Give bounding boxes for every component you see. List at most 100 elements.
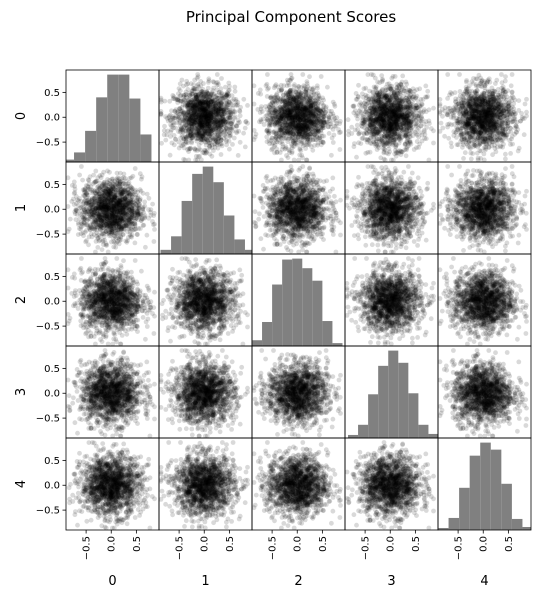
scatter-point — [211, 113, 217, 118]
scatter-point — [193, 126, 199, 132]
scatter-point — [308, 127, 314, 133]
scatter-point — [183, 103, 188, 109]
scatter-point — [387, 121, 392, 127]
scatter-point — [222, 128, 228, 134]
scatter-point — [195, 131, 201, 137]
scatter-point — [311, 114, 317, 120]
scatter-point — [187, 121, 193, 126]
scatter-point — [393, 142, 399, 147]
scatter-point — [302, 107, 308, 112]
scatter-point — [204, 94, 210, 100]
scatter-point — [368, 97, 374, 102]
scatter-point — [212, 100, 218, 106]
scatter-point — [301, 117, 306, 123]
scatter-point — [299, 126, 305, 132]
scatter-point — [380, 113, 385, 118]
scatter-point — [189, 92, 195, 97]
scatter-point — [184, 112, 190, 117]
scatter-point — [280, 144, 286, 150]
scatter-point — [287, 94, 293, 100]
scatter-point — [419, 114, 424, 120]
scatter-point — [213, 100, 219, 106]
scatter-point — [216, 103, 222, 109]
scatter-point — [270, 105, 276, 110]
scatter-point — [309, 120, 314, 126]
scatter-point — [190, 129, 196, 135]
scatter-point — [306, 114, 311, 120]
scatter-point — [312, 122, 318, 128]
scatter-point — [370, 125, 376, 131]
scatter-point — [177, 106, 183, 111]
scatter-point — [423, 136, 429, 142]
scatter-point — [198, 83, 204, 89]
scatter-point — [234, 103, 240, 108]
scatter-point — [277, 117, 282, 122]
scatter-point — [385, 108, 391, 114]
scatter-point — [320, 123, 326, 129]
scatter-point — [228, 132, 233, 138]
scatter-point — [283, 125, 288, 131]
scatter-point — [191, 110, 197, 116]
scatter-point — [290, 106, 295, 112]
scatter-point — [428, 126, 434, 131]
scatter-point — [372, 96, 378, 101]
scatter-point — [197, 95, 203, 101]
scatter-point — [208, 115, 214, 121]
scatter-point — [215, 111, 221, 117]
scatter-point — [321, 114, 327, 120]
scatter-point — [302, 121, 308, 127]
scatter-point — [190, 118, 196, 124]
scatter-point — [205, 106, 210, 112]
scatter-point — [200, 106, 205, 111]
scatter-point — [183, 118, 189, 124]
scatter-point — [303, 119, 308, 125]
scatter-point — [201, 115, 206, 121]
scatter-point — [304, 124, 310, 129]
scatter-point — [381, 115, 387, 121]
scatter-point — [201, 123, 207, 128]
scatter-point — [206, 131, 212, 137]
scatter-point — [169, 123, 175, 129]
scatter-point — [392, 113, 398, 118]
scatter-point — [205, 116, 211, 122]
scatter-point — [367, 122, 373, 128]
scatter-point — [295, 109, 300, 114]
scatter-point — [185, 110, 191, 116]
scatter-point — [288, 121, 293, 127]
panel-grid: −0.50.00.5−0.50.00.5−0.50.00.5−0.50.00.5… — [36, 69, 532, 560]
scatter-point — [306, 97, 312, 103]
scatter-point — [298, 99, 304, 105]
scatter-point — [392, 109, 398, 115]
scatter-point — [168, 122, 174, 128]
scatter-point — [312, 116, 318, 122]
scatter-point — [382, 95, 388, 100]
scatter-point — [226, 99, 232, 105]
scatter-point — [233, 102, 239, 108]
scatter-point — [184, 139, 189, 145]
scatter-point — [301, 117, 307, 123]
scatter-point — [181, 136, 187, 142]
scatter-point — [263, 113, 269, 119]
scatter-point — [228, 114, 233, 120]
scatter-point — [290, 100, 296, 105]
scatter-point — [184, 116, 190, 122]
scatter-point — [293, 120, 299, 126]
scatter-point — [200, 122, 206, 128]
scatter-point — [296, 100, 302, 106]
scatter-point — [307, 124, 313, 129]
scatter-point — [268, 101, 274, 107]
scatter-point — [378, 114, 383, 120]
scatter-point — [292, 95, 297, 100]
scatter-point — [193, 110, 199, 115]
scatter-point — [193, 102, 198, 108]
scatter-point — [306, 88, 312, 94]
scatter-point — [190, 119, 196, 125]
scatter-point — [334, 115, 340, 121]
scatter-point — [363, 121, 368, 127]
scatter-point — [265, 129, 271, 135]
scatter-point — [203, 107, 208, 113]
scatter-point — [208, 128, 214, 134]
scatter-point — [291, 119, 297, 125]
scatter-point — [237, 109, 243, 114]
scatter-point — [272, 122, 278, 128]
